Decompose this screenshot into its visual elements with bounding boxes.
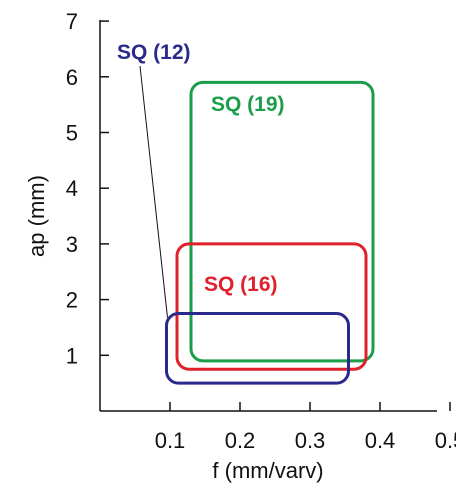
axes bbox=[99, 20, 437, 412]
x-ticks: 0.1 0.2 0.3 0.4 0.5 bbox=[155, 402, 456, 453]
y-axis-title: ap (mm) bbox=[24, 175, 49, 257]
sq19-region bbox=[189, 80, 375, 363]
sq12-label: SQ (12) bbox=[117, 41, 191, 64]
sq16-region bbox=[175, 242, 368, 371]
region-labels: SQ (19) SQ (16) SQ (12) bbox=[117, 41, 285, 296]
y-tick-label: 4 bbox=[66, 176, 78, 201]
x-axis-title: f (mm/varv) bbox=[212, 458, 323, 483]
sq19-label: SQ (19) bbox=[211, 93, 285, 116]
sq12-leader-line bbox=[139, 65, 168, 318]
x-tick-label: 0.3 bbox=[295, 428, 326, 453]
x-tick-label: 0.5 bbox=[435, 428, 456, 453]
y-tick-label: 7 bbox=[66, 9, 78, 34]
sq12-region bbox=[165, 312, 350, 385]
x-tick-label: 0.4 bbox=[365, 428, 396, 453]
y-tick-label: 3 bbox=[66, 232, 78, 257]
y-tick-label: 6 bbox=[66, 65, 78, 90]
x-tick-label: 0.1 bbox=[155, 428, 186, 453]
y-tick-label: 1 bbox=[66, 343, 78, 368]
regions bbox=[165, 80, 375, 385]
sq16-label: SQ (16) bbox=[204, 273, 278, 296]
y-tick-label: 5 bbox=[66, 121, 78, 146]
x-tick-label: 0.2 bbox=[225, 428, 256, 453]
y-ticks: 1 2 3 4 5 6 7 bbox=[66, 9, 109, 368]
y-tick-label: 2 bbox=[66, 288, 78, 313]
